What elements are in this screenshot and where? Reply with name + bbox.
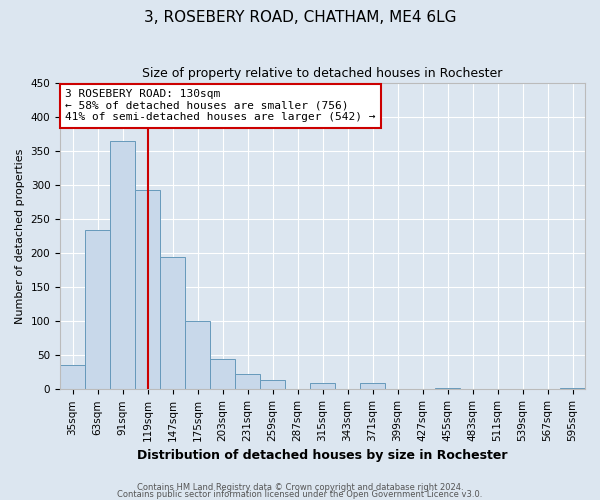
Bar xyxy=(135,190,160,390)
Bar xyxy=(310,382,335,390)
X-axis label: Distribution of detached houses by size in Rochester: Distribution of detached houses by size … xyxy=(137,450,508,462)
Bar xyxy=(260,380,285,390)
Y-axis label: Number of detached properties: Number of detached properties xyxy=(15,148,25,324)
Bar xyxy=(85,230,110,390)
Bar xyxy=(60,366,85,390)
Text: 3, ROSEBERY ROAD, CHATHAM, ME4 6LG: 3, ROSEBERY ROAD, CHATHAM, ME4 6LG xyxy=(144,10,456,25)
Bar xyxy=(435,388,460,390)
Bar xyxy=(160,256,185,390)
Title: Size of property relative to detached houses in Rochester: Size of property relative to detached ho… xyxy=(142,68,503,80)
Text: 3 ROSEBERY ROAD: 130sqm
← 58% of detached houses are smaller (756)
41% of semi-d: 3 ROSEBERY ROAD: 130sqm ← 58% of detache… xyxy=(65,89,376,122)
Text: Contains HM Land Registry data © Crown copyright and database right 2024.: Contains HM Land Registry data © Crown c… xyxy=(137,484,463,492)
Bar xyxy=(210,360,235,390)
Bar xyxy=(360,383,385,390)
Bar xyxy=(235,374,260,390)
Text: Contains public sector information licensed under the Open Government Licence v3: Contains public sector information licen… xyxy=(118,490,482,499)
Bar xyxy=(185,320,210,390)
Bar xyxy=(560,388,585,390)
Bar xyxy=(110,141,135,390)
